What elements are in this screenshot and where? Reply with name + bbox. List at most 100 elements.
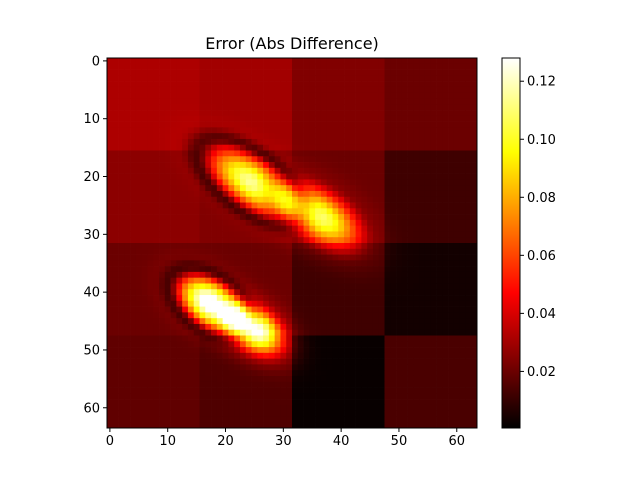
heatmap-cell — [211, 237, 218, 244]
heatmap-cell — [234, 260, 241, 267]
heatmap-cell — [263, 243, 270, 250]
heatmap-cell — [170, 306, 177, 313]
heatmap-cell — [453, 248, 461, 255]
heatmap-cell — [355, 75, 362, 82]
heatmap-cell — [419, 277, 426, 284]
heatmap-cell — [315, 214, 322, 221]
heatmap-cell — [355, 266, 362, 273]
heatmap-cell — [424, 225, 432, 232]
heatmap-cell — [239, 323, 247, 331]
heatmap-cell — [413, 254, 420, 261]
heatmap-cell — [303, 98, 310, 105]
heatmap-cell — [448, 104, 455, 111]
heatmap-cell — [315, 237, 322, 244]
heatmap-cell — [107, 127, 114, 134]
heatmap-cell — [453, 196, 461, 203]
heatmap-cell — [407, 185, 414, 192]
heatmap-cell — [280, 156, 287, 163]
heatmap-cell — [216, 179, 223, 186]
heatmap-cell — [419, 358, 426, 365]
heatmap-cell — [263, 121, 270, 128]
heatmap-cell — [372, 202, 380, 209]
heatmap-cell — [268, 231, 276, 238]
heatmap-cell — [401, 370, 408, 377]
heatmap-cell — [442, 306, 449, 313]
heatmap-cell — [211, 133, 218, 140]
heatmap-cell — [141, 92, 148, 99]
heatmap-cell — [245, 364, 252, 371]
heatmap-cell — [326, 283, 333, 290]
heatmap-cell — [216, 295, 223, 302]
heatmap-cell — [234, 243, 241, 250]
heatmap-cell — [176, 237, 183, 244]
heatmap-cell — [124, 121, 131, 128]
heatmap-cell — [407, 214, 414, 221]
heatmap-cell — [251, 248, 258, 255]
heatmap-cell — [320, 289, 328, 296]
heatmap-cell — [251, 393, 258, 400]
heatmap-cell — [112, 162, 119, 169]
heatmap-cell — [222, 167, 229, 174]
heatmap-cell — [159, 341, 166, 348]
heatmap-cell — [216, 81, 223, 88]
heatmap-cell — [384, 138, 391, 146]
heatmap-cell — [471, 75, 478, 82]
heatmap-cell — [390, 173, 397, 180]
heatmap-cell — [332, 254, 339, 261]
heatmap-cell — [268, 179, 276, 186]
heatmap-cell — [372, 81, 380, 88]
heatmap-cell — [211, 323, 218, 331]
heatmap-cell — [257, 173, 264, 180]
heatmap-cell — [419, 173, 426, 180]
heatmap-cell — [286, 98, 293, 105]
heatmap-cell — [263, 58, 270, 65]
heatmap-cell — [378, 162, 385, 169]
heatmap-cell — [153, 318, 160, 325]
heatmap-cell — [280, 289, 287, 296]
heatmap-cell — [355, 422, 362, 429]
heatmap-cell — [159, 150, 166, 157]
heatmap-cell — [159, 387, 166, 394]
heatmap-cell — [147, 370, 154, 377]
heatmap-cell — [448, 63, 455, 70]
heatmap-cell — [292, 104, 299, 111]
heatmap-cell — [390, 167, 397, 174]
heatmap-cell — [274, 225, 281, 232]
heatmap-cell — [176, 271, 183, 279]
heatmap-cell — [263, 98, 270, 105]
heatmap-cell — [187, 214, 195, 221]
heatmap-cell — [471, 133, 478, 140]
heatmap-cell — [424, 312, 432, 319]
heatmap-cell — [182, 167, 189, 174]
heatmap-cell — [107, 271, 114, 279]
heatmap-cell — [187, 277, 195, 284]
heatmap-cell — [338, 404, 345, 412]
heatmap-cell — [344, 92, 351, 99]
heatmap-cell — [401, 150, 408, 157]
colorbar-tick-label: 0.08 — [527, 191, 556, 206]
heatmap-cell — [390, 121, 397, 128]
heatmap-cell — [442, 422, 449, 429]
heatmap-cell — [245, 81, 252, 88]
heatmap-cell — [216, 185, 223, 192]
heatmap-cell — [263, 352, 270, 359]
heatmap-cell — [187, 58, 195, 65]
heatmap-cell — [390, 237, 397, 244]
heatmap-cell — [187, 86, 195, 94]
heatmap-cell — [292, 127, 299, 134]
heatmap-cell — [216, 225, 223, 232]
heatmap-cell — [442, 81, 449, 88]
heatmap-cell — [170, 196, 177, 203]
heatmap-cell — [239, 266, 247, 273]
heatmap-cell — [130, 323, 137, 331]
heatmap-cell — [303, 335, 310, 342]
heatmap-cell — [292, 364, 299, 371]
heatmap-cell — [430, 92, 437, 99]
heatmap-cell — [407, 404, 414, 412]
heatmap-cell — [280, 138, 287, 146]
heatmap-cell — [141, 237, 148, 244]
heatmap-cell — [315, 323, 322, 331]
heatmap-cell — [401, 185, 408, 192]
heatmap-cell — [419, 208, 426, 215]
heatmap-cell — [164, 375, 171, 383]
